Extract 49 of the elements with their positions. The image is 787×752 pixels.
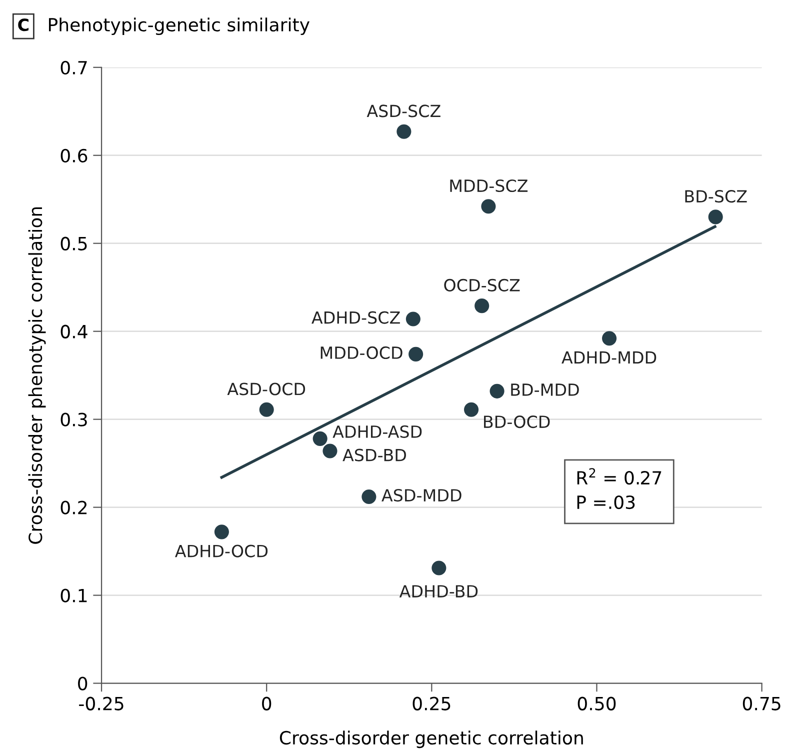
data-label: OCD-SCZ <box>444 278 520 292</box>
data-label: BD-SCZ <box>685 190 747 203</box>
point <box>214 524 229 540</box>
x-tick-label: -0.25 <box>79 696 124 710</box>
point <box>396 124 412 139</box>
point <box>312 431 328 446</box>
point <box>602 331 617 346</box>
point <box>432 560 446 576</box>
y-tick-label: 0.3 <box>60 412 87 426</box>
point <box>362 489 376 504</box>
data-label: ASD-OCD <box>227 382 306 396</box>
data-label: ADHD-BD <box>399 585 478 598</box>
point <box>708 210 723 224</box>
point <box>464 402 479 417</box>
y-tick-label: 0.4 <box>60 324 88 338</box>
x-tick-label: 0.75 <box>742 696 780 710</box>
data-label: ASD-MDD <box>382 488 462 502</box>
data-label: ADHD-OCD <box>174 544 268 558</box>
data-label: ASD-SCZ <box>366 104 440 118</box>
annotation: P =.03 <box>577 495 635 510</box>
point <box>408 346 424 362</box>
point <box>406 312 420 326</box>
x-tick-label: 0 <box>262 696 272 710</box>
x-tick-label: 0.25 <box>412 696 450 710</box>
data-label: ADHD-ASD <box>332 425 422 438</box>
data-label: MDD-SCZ <box>450 179 528 192</box>
point <box>474 298 490 314</box>
data-label: BD-MDD <box>511 384 579 396</box>
point <box>481 199 496 214</box>
y-tick-label: 0.1 <box>60 588 87 602</box>
data-label: ADHD-SCZ <box>312 311 400 324</box>
point <box>322 444 338 458</box>
data-label: ASD-BD <box>342 448 406 462</box>
annotation: R$^{2}$ = 0.27 <box>577 468 662 485</box>
y-tick-label: 0.2 <box>60 500 87 514</box>
y-axis-title: Cross-disorder phenotypic correlation <box>28 207 46 544</box>
y-tick-label: 0 <box>78 676 88 690</box>
point <box>490 384 504 398</box>
text: C <box>18 18 28 32</box>
chart-title: Phenotypic-genetic similarity <box>48 18 310 36</box>
y-tick-label: 0.5 <box>60 236 87 250</box>
data-label: BD-OCD <box>484 415 550 428</box>
y-tick-label: 0.7 <box>60 60 87 74</box>
point <box>259 402 274 417</box>
x-axis-title: Cross-disorder genetic correlation <box>280 730 583 748</box>
data-label: ADHD-MDD <box>562 351 656 364</box>
y-tick-label: 0.6 <box>60 148 88 162</box>
data-label: MDD-OCD <box>320 346 402 360</box>
x-tick-label: 0.50 <box>578 696 616 710</box>
